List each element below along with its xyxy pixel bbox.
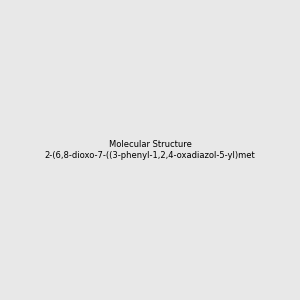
Text: Molecular Structure
2-(6,8-dioxo-7-((3-phenyl-1,2,4-oxadiazol-5-yl)met: Molecular Structure 2-(6,8-dioxo-7-((3-p… [45, 140, 255, 160]
